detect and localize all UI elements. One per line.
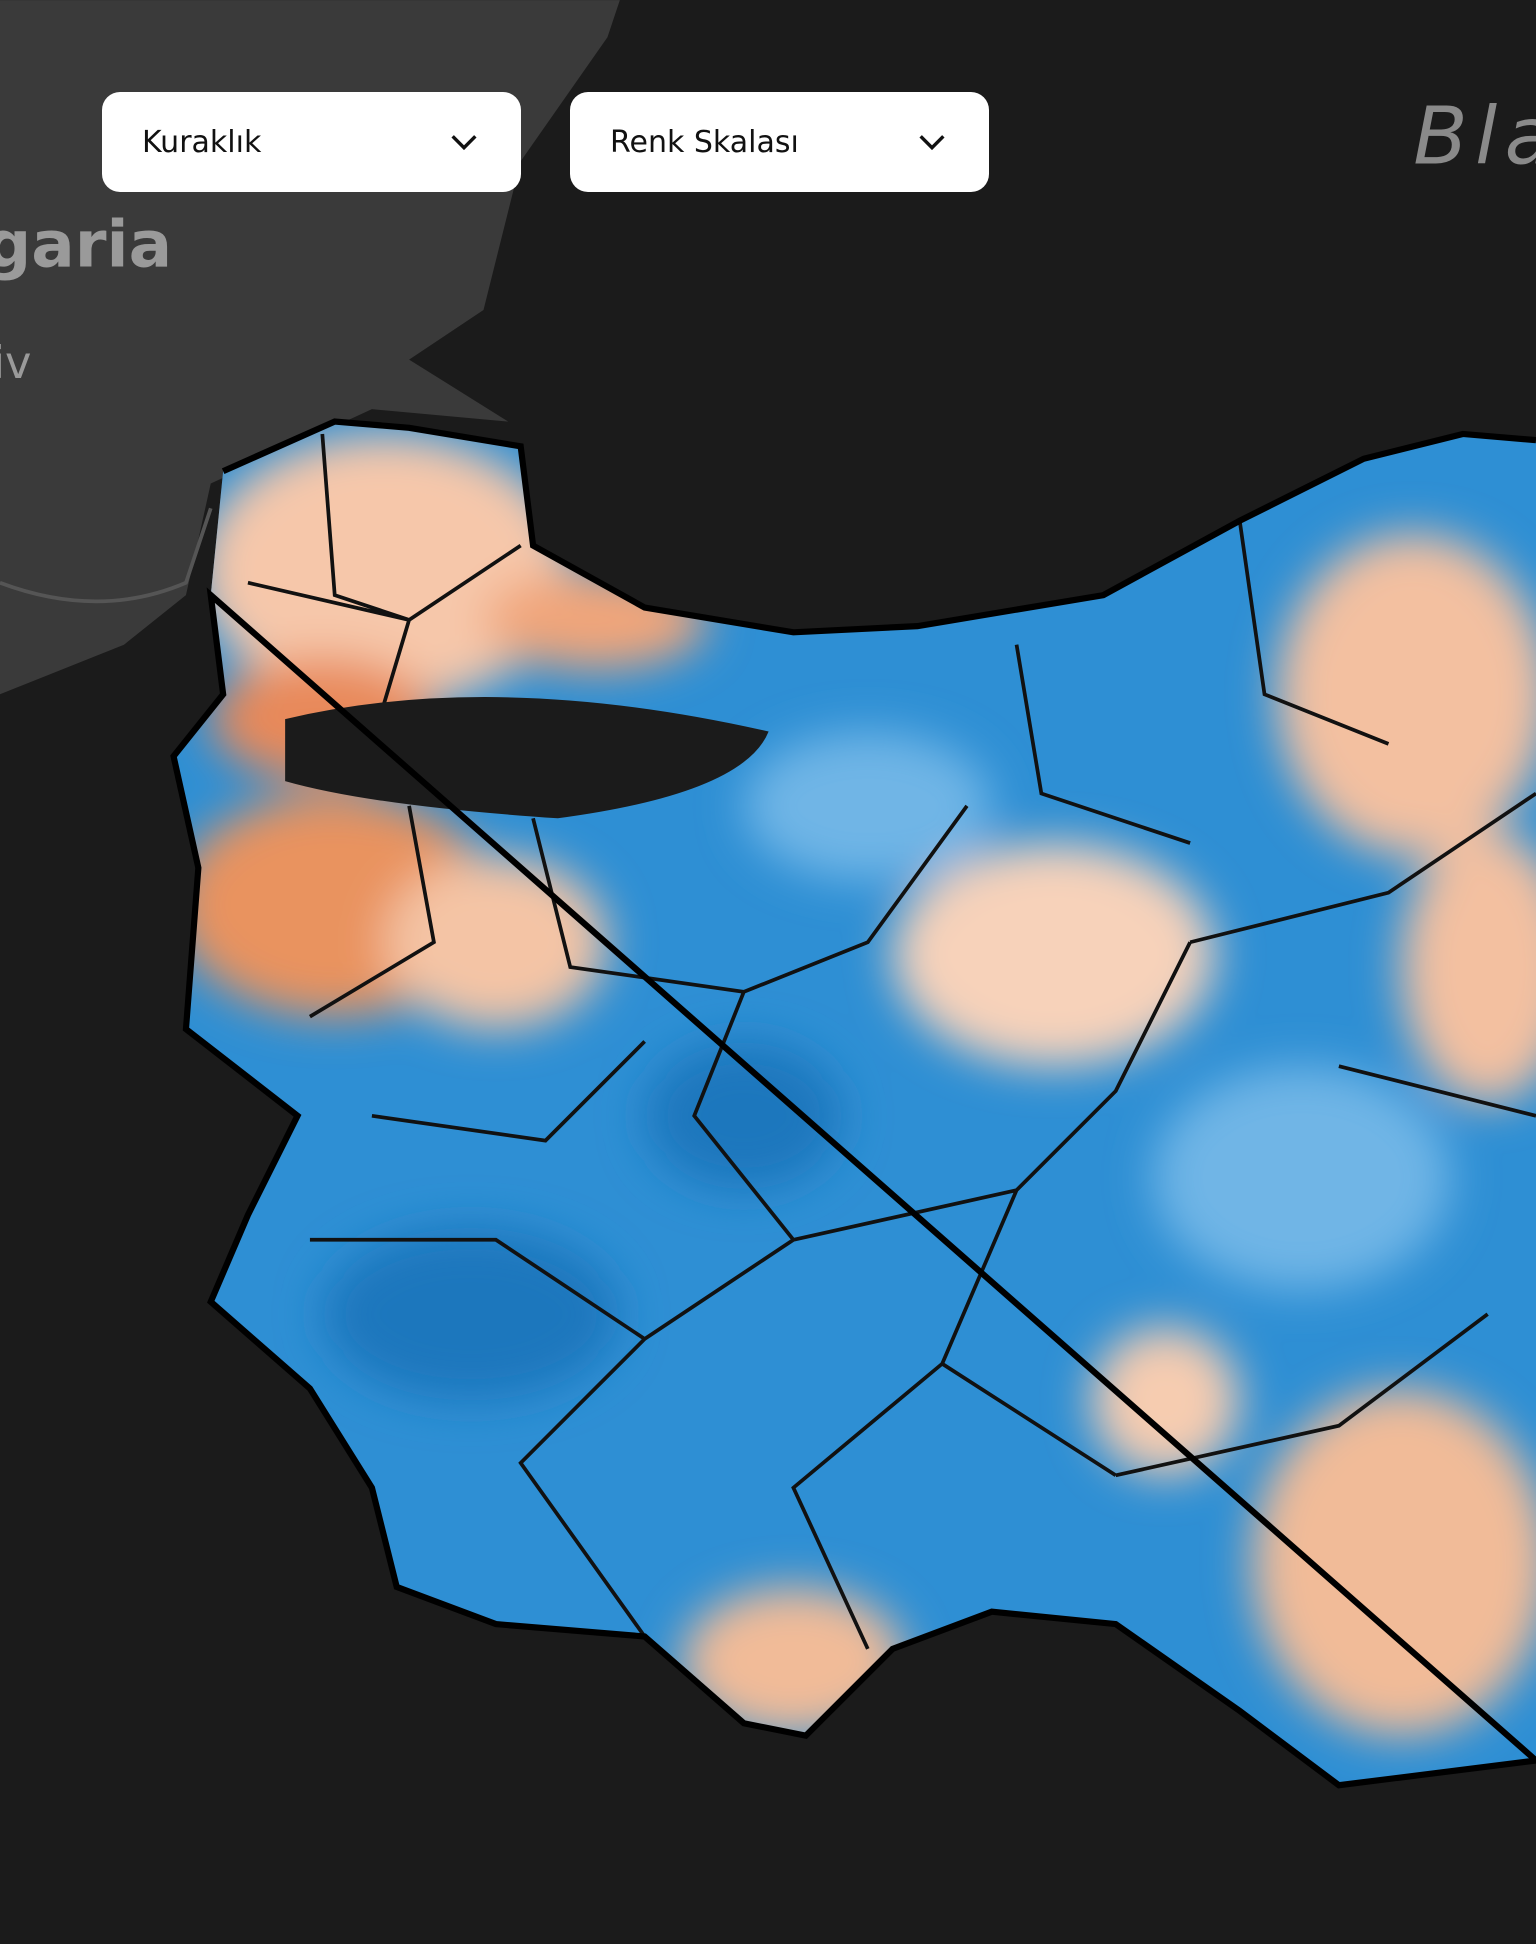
turkey-drought [173,421,1536,1786]
dropdown[interactable]: Kuraklık [102,92,521,192]
dropdown-label: Renk Skalası [610,124,799,160]
turkey-outline [170,418,1536,1789]
dropdown-label: Kuraklık [142,124,262,160]
dropdown[interactable]: Renk Skalası [570,92,989,192]
chevron [451,135,477,151]
border [0,507,213,604]
city-label: iv [0,337,31,389]
sea-label: Bla [1413,90,1536,183]
country-label: garia [0,208,172,283]
chevron [919,135,945,151]
